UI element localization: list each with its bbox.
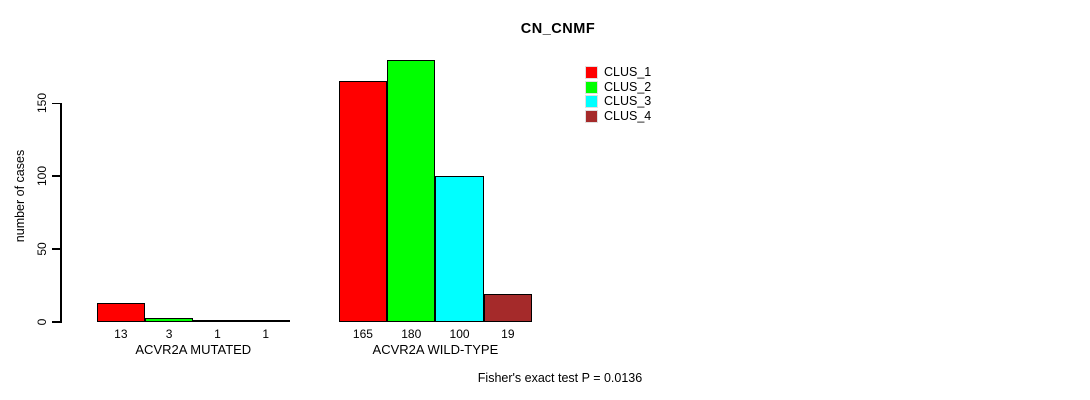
bar-value-label: 100 <box>449 327 470 341</box>
legend-label: CLUS_2 <box>604 79 652 94</box>
legend-swatch <box>585 95 598 109</box>
bar-clus_3-group2 <box>435 176 484 322</box>
y-axis-tick <box>52 248 60 250</box>
legend-label: CLUS_1 <box>604 65 652 79</box>
bar-value-label: 19 <box>501 327 515 341</box>
y-axis-tick-label: 150 <box>35 93 49 114</box>
bar-clus_2-group1 <box>145 317 194 322</box>
bar-value-label: 1 <box>262 327 270 341</box>
legend-swatch <box>585 66 598 79</box>
y-axis-label: number of cases <box>13 149 27 243</box>
y-axis-tick-label: 100 <box>35 166 49 187</box>
bar-value-label: 165 <box>352 327 373 341</box>
legend-swatch <box>585 110 598 124</box>
y-axis-tick <box>52 102 60 105</box>
bar-value-label: 3 <box>165 327 173 341</box>
legend-item: CLUS_2 <box>585 79 652 94</box>
bar-value-label: 1 <box>214 327 221 341</box>
legend-item: CLUS_1 <box>585 66 651 79</box>
bar-clus_2-group2 <box>387 59 436 322</box>
bar-clus_4-group1 <box>241 320 290 322</box>
y-axis-tick <box>52 321 60 323</box>
bar-clus_4-group2 <box>483 294 532 322</box>
y-axis-line <box>60 103 62 324</box>
category-label: ACVR2A WILD-TYPE <box>372 342 499 357</box>
legend-swatch <box>585 80 598 94</box>
category-label: ACVR2A MUTATED <box>135 342 252 357</box>
bar-clus_3-group1 <box>193 320 242 322</box>
chart-title: CN_CNMF <box>520 21 596 37</box>
bar-clus_1-group2 <box>338 81 388 322</box>
bar-clus_1-group1 <box>96 303 145 322</box>
legend-label: CLUS_4 <box>604 109 652 124</box>
annotation-text: Fisher's exact test P = 0.0136 <box>477 371 643 385</box>
legend-label: CLUS_3 <box>604 94 652 109</box>
legend: CLUS_1 CLUS_2 CLUS_3 CLUS_4 <box>585 66 651 125</box>
y-axis-tick-label: 0 <box>35 318 49 326</box>
bar-value-label: 13 <box>114 327 128 341</box>
legend-item: CLUS_3 <box>585 94 652 109</box>
y-axis-tick <box>52 175 60 177</box>
bar-value-label: 180 <box>401 327 422 341</box>
y-axis-tick-label: 50 <box>35 242 49 256</box>
legend-item: CLUS_4 <box>585 109 652 124</box>
